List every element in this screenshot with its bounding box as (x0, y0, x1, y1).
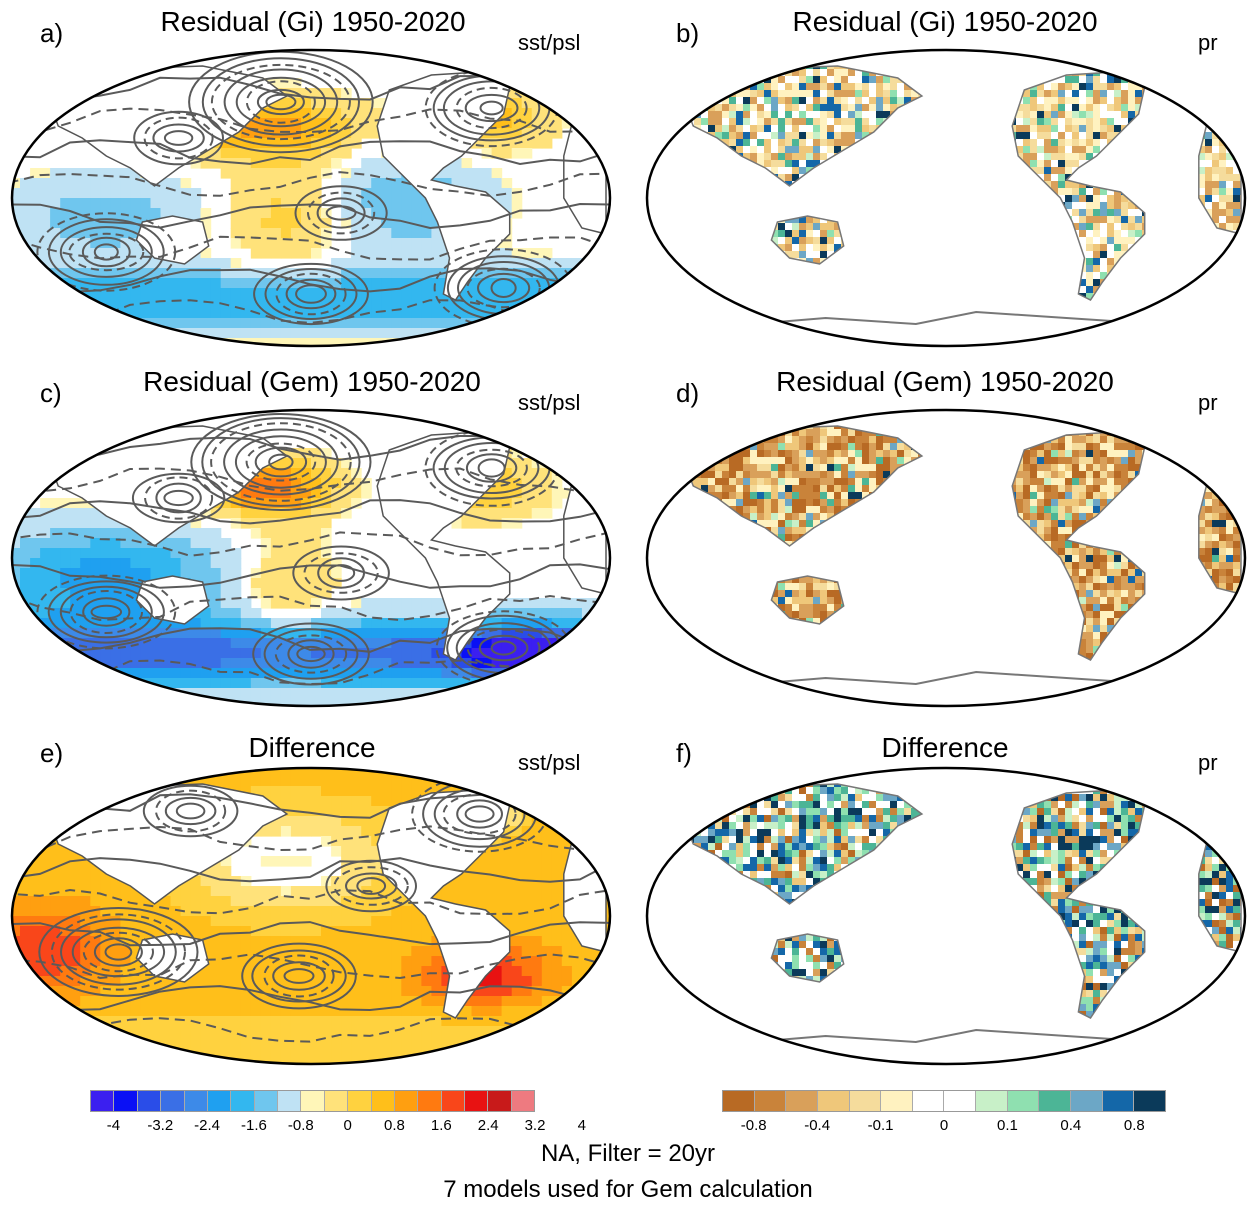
colorbar-pr-swatch (976, 1091, 1008, 1111)
panel-variable-c: sst/psl (518, 390, 580, 416)
colorbar-sst-swatch (511, 1091, 535, 1111)
panel-title-a: Residual (Gi) 1950-2020 (118, 6, 508, 38)
panel-title-f: Difference (745, 732, 1145, 764)
colorbar-pr-swatch (1102, 1091, 1135, 1111)
colorbar-sst-swatch (278, 1091, 302, 1111)
colorbar-sst-ticks: -4 -3.2 -2.4 -1.6 -0.8 0 0.8 1.6 2.4 3.2 4 (90, 1117, 586, 1139)
panel-label-e: e) (40, 738, 63, 769)
panel-label-f: f) (676, 738, 692, 769)
colorbar-sst-swatch (137, 1091, 162, 1111)
map-pr-difference (645, 766, 1247, 1066)
colorbar-pr-swatch (1134, 1091, 1165, 1111)
colorbar-pr-tick-label: -0.1 (868, 1117, 894, 1134)
colorbar-sst-tick-label: 4 (578, 1117, 586, 1134)
colorbar-pr-tick-label: 0 (940, 1117, 948, 1134)
colorbar-pr-swatches (722, 1090, 1166, 1112)
footer-models-note: 7 models used for Gem calculation (0, 1176, 1256, 1204)
colorbar-pr-swatch (944, 1091, 977, 1111)
colorbar-sst-swatch (324, 1091, 349, 1111)
map-pr-gi (645, 48, 1247, 348)
panel-label-b: b) (676, 18, 699, 49)
colorbar-sst-tick-label: -2.4 (194, 1117, 220, 1134)
colorbar-sst-swatch (161, 1091, 185, 1111)
colorbar-pr-swatch (817, 1091, 850, 1111)
colorbar-sst-swatch (231, 1091, 255, 1111)
colorbar-sst-swatch (418, 1091, 442, 1111)
colorbar-pr-swatch (849, 1091, 882, 1111)
colorbar-pr-tick-label: 0.8 (1124, 1117, 1145, 1134)
colorbar-pr-swatch (723, 1091, 755, 1111)
panel-variable-b: pr (1198, 30, 1218, 56)
footer-filter-note: NA, Filter = 20yr (0, 1140, 1256, 1168)
colorbar-sst-swatch (184, 1091, 208, 1111)
colorbar-pr-swatch (1007, 1091, 1040, 1111)
colorbar-pr-swatch (1071, 1091, 1103, 1111)
panel-variable-d: pr (1198, 390, 1218, 416)
map-pr-gem (645, 408, 1247, 708)
panel-label-d: d) (676, 378, 699, 409)
colorbar-sst: -4 -3.2 -2.4 -1.6 -0.8 0 0.8 1.6 2.4 3.2 4 (90, 1090, 586, 1134)
colorbar-sst-swatch (488, 1091, 512, 1111)
colorbar-sst-swatch (441, 1091, 465, 1111)
colorbar-sst-swatch (465, 1091, 489, 1111)
colorbar-sst-tick-label: 3.2 (525, 1117, 546, 1134)
colorbar-sst-swatch (348, 1091, 372, 1111)
panel-variable-e: sst/psl (518, 750, 580, 776)
colorbar-pr-swatch (912, 1091, 945, 1111)
colorbar-sst-tick-label: 0.8 (384, 1117, 405, 1134)
colorbar-sst-tick-label: 0 (343, 1117, 351, 1134)
colorbar-sst-tick-label: 1.6 (431, 1117, 452, 1134)
panel-label-a: a) (40, 18, 63, 49)
colorbar-pr-tick-label: -0.8 (741, 1117, 767, 1134)
colorbar-sst-tick-label: -1.6 (241, 1117, 267, 1134)
colorbar-pr-swatch (881, 1091, 913, 1111)
map-sst-psl-gem (10, 408, 612, 708)
colorbar-sst-swatch (207, 1091, 232, 1111)
colorbar-sst-tick-label: 2.4 (478, 1117, 499, 1134)
colorbar-pr-swatch (1039, 1091, 1072, 1111)
panel-variable-a: sst/psl (518, 30, 580, 56)
colorbar-sst-tick-label: -0.8 (288, 1117, 314, 1134)
colorbar-sst-swatch (394, 1091, 419, 1111)
colorbar-pr-swatch (786, 1091, 818, 1111)
colorbar-pr-tick-label: -0.4 (804, 1117, 830, 1134)
colorbar-pr-tick-label: 0.4 (1060, 1117, 1081, 1134)
colorbar-pr: -0.8 -0.4 -0.1 0 0.1 0.4 0.8 (722, 1090, 1166, 1134)
panel-title-b: Residual (Gi) 1950-2020 (750, 6, 1140, 38)
map-sst-psl-difference (10, 766, 612, 1066)
panel-label-c: c) (40, 378, 62, 409)
colorbar-sst-tick-label: -3.2 (147, 1117, 173, 1134)
colorbar-sst-swatch (91, 1091, 115, 1111)
colorbar-sst-swatch (114, 1091, 138, 1111)
colorbar-sst-swatch (371, 1091, 395, 1111)
colorbar-sst-swatch (301, 1091, 325, 1111)
colorbar-sst-swatch (254, 1091, 278, 1111)
colorbar-pr-tick-label: 0.1 (997, 1117, 1018, 1134)
map-sst-psl-gi (10, 48, 612, 348)
panel-title-e: Difference (112, 732, 512, 764)
panel-title-d: Residual (Gem) 1950-2020 (745, 366, 1145, 398)
colorbar-pr-ticks: -0.8 -0.4 -0.1 0 0.1 0.4 0.8 (722, 1117, 1166, 1139)
panel-variable-f: pr (1198, 750, 1218, 776)
colorbar-pr-swatch (754, 1091, 787, 1111)
colorbar-sst-swatches (90, 1090, 535, 1112)
colorbar-sst-tick-label: -4 (107, 1117, 120, 1134)
panel-title-c: Residual (Gem) 1950-2020 (112, 366, 512, 398)
